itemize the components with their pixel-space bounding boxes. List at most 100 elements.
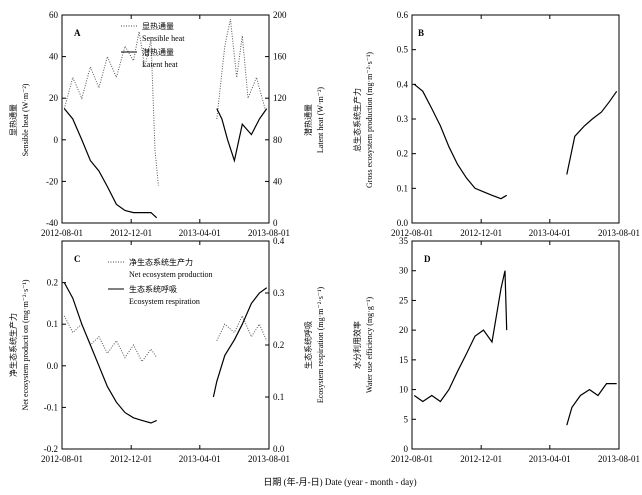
y-tick-label-left: 40 [49,52,59,62]
y-tick-label-right: 0.4 [273,236,285,246]
y-tick-label-left: 30 [399,266,409,276]
series-ecosystem-respiration-segment-2 [212,287,268,398]
legend-c-er-zh: 生态系统呼吸 [129,284,177,294]
y-tick-label-left: 20 [399,325,409,335]
y-tick-label-left: 15 [399,355,409,365]
panel-a-series [63,19,268,219]
y-tick-label-left: 0.2 [397,149,408,159]
y-tick-label-left: 0 [54,135,59,145]
panel-b-frame [411,14,620,224]
x-tick-label: 2013-08-01 [598,228,640,238]
panel-a-legend: 显热通量 Sensible heat 潜热通量 Latent heat [121,21,185,69]
y-tick-label-left: 0.2 [47,278,58,288]
panel-c-ylabel-left-en: Net ecosystem producti on (mg·m⁻²·s⁻¹) [21,279,30,410]
panel-d-ylabel-left-en: Water use efficiency (mg·g⁻¹) [365,297,374,394]
y-tick-label-right: 40 [273,176,283,186]
x-tick-label: 2012-12-01 [460,454,502,464]
y-tick-label-right: 0.3 [273,288,285,298]
y-tick-label-left: 0.4 [397,79,409,89]
x-tick-label: 2013-08-01 [248,228,290,238]
panel-d-letter: D [424,254,431,264]
x-tick-label: 2013-04-01 [179,228,221,238]
y-tick-label-left: 0.6 [397,10,409,20]
panel-c-legend: 净生态系统生产力 Net ecosystem production 生态系统呼吸… [108,257,213,306]
y-tick-label-right: 0.0 [273,444,285,454]
panel-b: B 2012-08-01 2012-12-01 2013-04-01 2013-08-… [352,10,640,238]
x-axis-label: 日期 (年-月-日) Date (year - month - day) [263,476,416,487]
x-tick-label: 2012-08-01 [41,454,83,464]
x-tick-label: 2013-04-01 [529,228,571,238]
y-tick-label-right: 0 [273,218,278,228]
x-tick-label: 2013-08-01 [598,454,640,464]
legend-c-nep-zh: 净生态系统生产力 [129,257,193,267]
x-tick-label: 2013-04-01 [529,454,571,464]
series-gross-ecosystem-production-segment-2 [566,90,618,175]
legend-a-sensible-en: Sensible heat [142,34,185,43]
panel-a-ylabel-right-en: Latent heat (W·m⁻²) [316,87,325,153]
series-sensible-heat-segment-2 [216,19,266,120]
panel-a-ticks: 2012-08-01 2012-12-01 2013-04-01 2013-08-01… [41,10,290,238]
panel-d-frame [411,240,620,450]
y-tick-label-left: -0.2 [44,444,58,454]
panel-c-letter: C [74,254,81,264]
y-tick-label-right: 160 [273,52,287,62]
y-tick-label-left: 0.1 [397,183,408,193]
panel-a-ylabel-left-zh: 显热通量 [8,104,18,136]
y-tick-label-left: 0 [404,444,409,454]
series-water-use-efficiency-segment-1 [413,270,508,403]
panel-b-ylabel-left-zh: 总生态系统生产力 [352,88,362,152]
legend-a-latent-zh: 潜热通量 [142,47,174,57]
y-tick-label-left: 20 [49,93,59,103]
panel-c-ylabel-right-en: Ecosystem respiration (mg·m⁻²·s⁻¹) [316,287,325,404]
panel-b-ticks: 2012-08-01 2012-12-01 2013-04-01 2013-08-01… [391,10,640,238]
x-tick-label: 2012-12-01 [110,228,152,238]
panel-d: D 2012-08-01 2012-12-01 2013-04-01 2013-08-… [352,236,640,464]
panel-d-ylabel-left-zh: 水分利用效率 [352,321,362,369]
series-gross-ecosystem-production-segment-1 [413,83,508,200]
y-tick-label-left: 5 [404,414,409,424]
y-tick-label-right: 0.1 [273,392,284,402]
y-tick-label-right: 120 [273,93,287,103]
y-tick-label-left: 10 [399,385,409,395]
panel-d-series [413,270,617,426]
series-latent-heat-segment-2 [216,108,268,163]
y-tick-label-right: 200 [273,10,287,20]
y-tick-label-left: 60 [49,10,59,20]
y-tick-label-left: 0.0 [397,218,409,228]
x-tick-label: 2012-12-01 [460,228,502,238]
x-tick-label: 2012-12-01 [110,454,152,464]
y-tick-label-right: 80 [273,135,283,145]
y-tick-label-left: -0.1 [44,402,58,412]
legend-c-nep-en: Net ecosystem production [129,270,213,279]
series-sensible-heat-segment-1 [63,31,159,186]
y-tick-label-left: -40 [46,218,58,228]
series-net-ecosystem-production-segment-2 [216,314,268,342]
y-tick-label-right: 0.2 [273,340,284,350]
y-tick-label-left: 0.3 [397,114,409,124]
panel-b-ylabel-left-en: Gross ecosystem production (mg·m⁻²·s⁻¹) [365,52,374,188]
panel-a-letter: A [74,28,81,38]
legend-a-latent-en: Latent heat [142,60,179,69]
y-tick-label-left: 0.0 [47,361,59,371]
x-tick-label: 2012-08-01 [41,228,83,238]
panel-b-series [413,83,618,200]
series-water-use-efficiency-segment-2 [566,383,617,426]
panel-a-ylabel-right-zh: 潜热通量 [303,104,313,136]
x-tick-label: 2012-08-01 [391,228,433,238]
y-tick-label-left: 0.5 [397,45,409,55]
x-tick-label: 2013-04-01 [179,454,221,464]
panel-c-series [63,282,268,424]
x-tick-label: 2012-08-01 [391,454,433,464]
panel-c-ticks: 2012-08-01 2012-12-01 2013-04-01 2013-08-01… [41,236,290,464]
legend-a-sensible-zh: 显热通量 [142,21,174,31]
y-tick-label-left: 0.1 [47,319,58,329]
panel-c-ylabel-right-zh: 生态系统呼吸 [303,321,313,369]
series-net-ecosystem-production-segment-1 [63,315,158,363]
series-latent-heat-segment-1 [63,108,158,219]
series-ecosystem-respiration-segment-1 [63,282,157,424]
x-tick-label: 2013-08-01 [248,454,290,464]
panel-a-frame [61,14,270,224]
panel-b-letter: B [418,28,424,38]
legend-c-er-en: Ecosystem respiration [129,297,200,306]
